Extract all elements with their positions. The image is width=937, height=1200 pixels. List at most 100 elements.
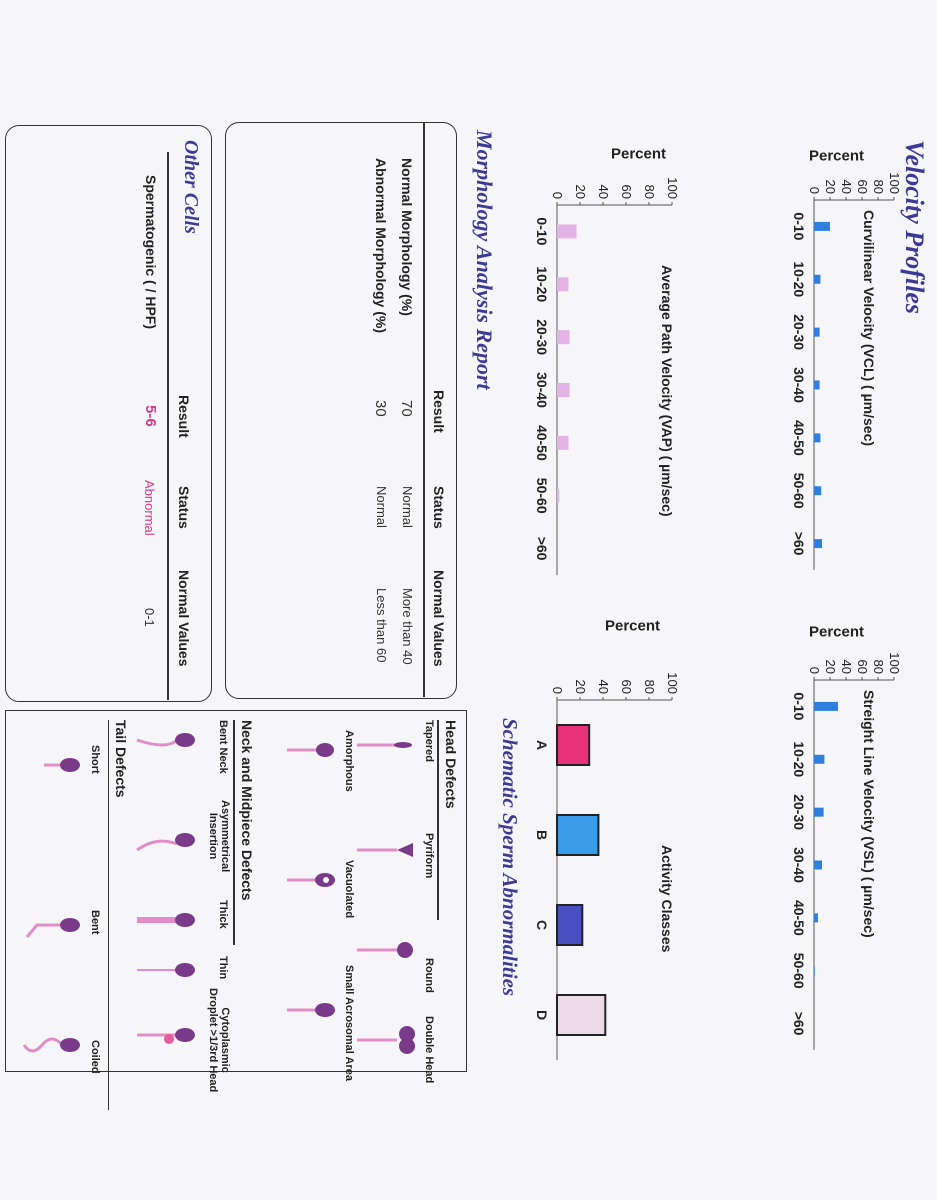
morphology-row-label: Normal Morphology (%) [399,158,415,316]
y-tick-label: 0 [807,187,822,194]
x-tick-label: 40-50 [791,900,807,936]
x-tick-label: 40-50 [791,420,807,456]
bar [813,327,820,337]
other-cells-header-result: Result [176,395,192,438]
other-cells-header-normal: Normal Values [176,570,192,667]
small-acrosomal-sperm-icon [287,1003,335,1017]
morphology-row-status: Normal [374,486,389,528]
other-cells-row-status: Abnormal [142,480,157,536]
asymmetrical-insertion-sperm-icon [136,833,195,852]
double-head-sperm-icon [357,1026,415,1054]
x-tick-label: >60 [534,537,550,561]
x-tick-label: 50-60 [791,953,807,989]
y-tick-label: 100 [887,652,902,674]
thick-sperm-icon [137,913,195,927]
morphology-header-status: Status [431,486,447,529]
bar [557,330,570,345]
round-sperm-icon [357,942,413,958]
amorphous-sperm-icon [287,743,334,757]
vap-chart: 100 80 60 40 20 0 0-10 10-20 20-30 30-40 40-50 50-6… [534,177,680,575]
bar [556,814,600,856]
y-tick-label: 20 [823,660,838,674]
bent-neck-sperm-icon [136,733,195,747]
activity-chart: 100 80 60 40 20 0 A B C D [534,672,680,1060]
x-tick-label: 0-10 [791,212,807,240]
vacuolated-sperm-icon [287,873,335,887]
x-tick-label: 30-40 [791,367,807,403]
vcl-y-axis-label: Percent [808,147,865,165]
y-tick-label: 60 [619,185,634,199]
y-tick-label: 40 [839,180,854,194]
sperm-illustrations [22,733,415,1054]
morphology-row-normal: More than 40 [400,588,415,665]
bar [813,486,822,496]
other-cells-row-label: Spermatogenic ( / HPF) [143,175,159,330]
morphology-header-result: Result [431,390,447,433]
x-tick-label: 50-60 [791,473,807,509]
bar [557,224,577,239]
bent-tail-sperm-icon [25,918,80,938]
x-tick-label: C [534,920,550,930]
morphology-row-status: Normal [400,486,415,528]
bar [557,435,569,450]
y-tick-label: 80 [871,180,886,194]
activity-y-axis-label: Percent [604,617,661,635]
morphology-header-divider [423,122,425,697]
bar [814,860,822,870]
y-tick-label: 20 [823,180,838,194]
bar [555,724,591,766]
vsl-y-axis-label: Percent [808,623,865,641]
y-tick-label: 100 [665,177,680,199]
bar [556,994,607,1036]
bar [813,380,820,390]
other-cells-divider [167,152,169,700]
other-cells-row-result: 5-6 [142,405,159,427]
morphology-row-result: 30 [372,400,389,417]
x-tick-label: A [534,740,550,750]
morphology-title: Morphology Analysis Report [472,130,497,390]
x-tick-label: 30-40 [534,372,550,408]
coiled-tail-sperm-icon [22,1037,80,1053]
pyriform-sperm-icon [357,843,413,857]
other-cells-row-normal: 0-1 [142,608,157,627]
bar [814,274,821,284]
x-tick-label: 0-10 [791,692,807,720]
y-tick-label: 80 [642,680,657,694]
thin-sperm-icon [137,963,195,977]
y-tick-label: 100 [665,672,680,694]
y-tick-label: 40 [596,680,611,694]
other-cells-header-status: Status [176,486,192,529]
y-tick-label: 0 [807,667,822,674]
x-tick-label: D [534,1010,550,1020]
y-tick-label: 100 [887,172,902,194]
y-tick-label: 60 [619,680,634,694]
bar [814,701,838,711]
y-tick-label: 60 [855,180,870,194]
y-tick-label: 40 [596,185,611,199]
y-tick-label: 20 [573,185,588,199]
velocity-profiles-title: Velocity Profiles [900,140,929,315]
bar [814,539,822,549]
x-tick-label: 50-60 [534,478,550,514]
y-tick-label: 20 [573,680,588,694]
other-cells-title: Other Cells [180,140,202,234]
y-tick-label: 0 [550,687,565,694]
y-tick-label: 40 [839,660,854,674]
y-tick-label: 80 [871,660,886,674]
bar [814,754,825,764]
bar [556,904,584,946]
y-tick-label: 60 [855,660,870,674]
bar [814,913,818,923]
x-tick-label: >60 [791,1012,807,1036]
x-tick-label: 20-30 [534,319,550,355]
vap-y-axis-label: Percent [610,145,667,163]
bar [814,221,830,231]
x-tick-label: 10-20 [791,741,807,777]
x-tick-label: 20-30 [791,794,807,830]
abnormalities-title: Schematic Sperm Abnormalities [498,718,522,997]
morphology-row-label: Abnormal Morphology (%) [373,158,389,333]
x-tick-label: >60 [791,532,807,556]
